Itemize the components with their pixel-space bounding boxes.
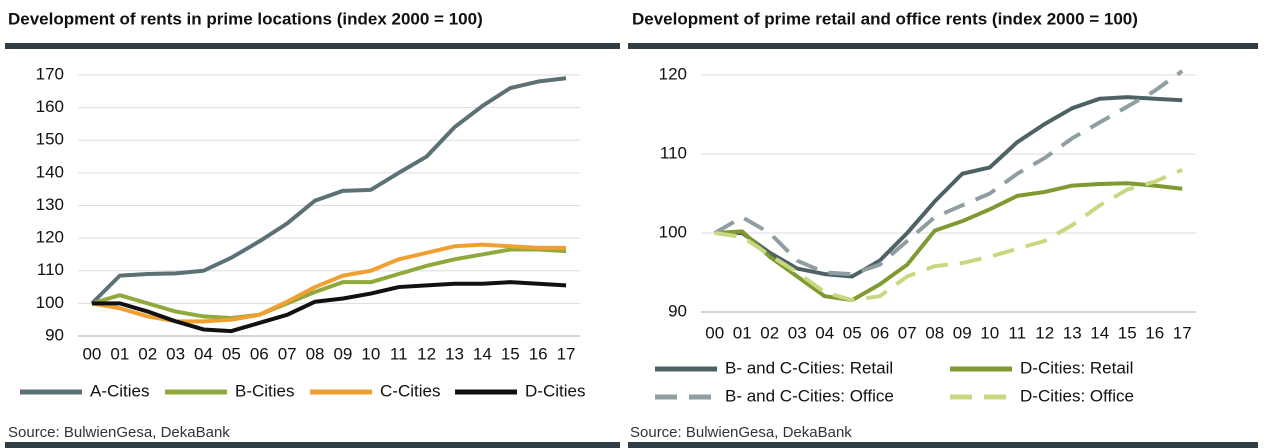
x-tick-label: 14 <box>1090 323 1109 342</box>
source: Source: BulwienGesa, DekaBank <box>8 424 230 441</box>
x-tick-label: 05 <box>843 323 862 342</box>
y-tick-label: 100 <box>659 222 687 241</box>
legend-label: D-Cities: Retail <box>1020 358 1133 377</box>
data-line <box>91 280 567 334</box>
legend-label: C-Cities <box>380 381 440 400</box>
x-tick-label: 07 <box>898 323 917 342</box>
x-tick-label: 06 <box>250 344 269 363</box>
y-tick-label: 160 <box>36 97 64 116</box>
source: Source: BulwienGesa, DekaBank <box>630 424 852 441</box>
x-tick-label: 00 <box>82 344 101 363</box>
legend-label: D-Cities <box>525 381 585 400</box>
x-tick-label: 16 <box>529 344 548 363</box>
x-tick-label: 06 <box>870 323 889 342</box>
legend-label: D-Cities: Office <box>1020 386 1134 405</box>
x-tick-label: 16 <box>1145 323 1164 342</box>
data-line <box>714 181 1183 303</box>
x-tick-label: 04 <box>194 344 213 363</box>
x-tick-label: 02 <box>138 344 157 363</box>
bottom-rule <box>628 442 1258 448</box>
legend-label: A-Cities <box>90 381 150 400</box>
x-tick-label: 15 <box>501 344 520 363</box>
y-tick-label: 130 <box>36 195 64 214</box>
x-tick-label: 08 <box>306 344 325 363</box>
legend-label: B- and C-Cities: Office <box>725 386 894 405</box>
x-tick-label: 13 <box>1063 323 1082 342</box>
bottom-rule <box>5 442 620 448</box>
x-tick-label: 01 <box>110 344 129 363</box>
data-line <box>91 247 567 321</box>
x-tick-label: 17 <box>557 344 576 363</box>
y-tick-label: 170 <box>36 64 64 83</box>
y-tick-label: 110 <box>37 260 64 279</box>
y-tick-label: 150 <box>36 130 64 149</box>
x-tick-label: 17 <box>1173 323 1192 342</box>
x-tick-label: 12 <box>417 344 436 363</box>
x-tick-label: 03 <box>166 344 185 363</box>
title-rule <box>5 43 620 49</box>
x-tick-label: 08 <box>925 323 944 342</box>
y-tick-label: 110 <box>660 143 687 162</box>
x-tick-label: 02 <box>760 323 779 342</box>
y-tick-label: 120 <box>36 228 64 247</box>
title-rule <box>628 43 1258 49</box>
x-tick-label: 01 <box>733 323 752 342</box>
y-tick-label: 120 <box>659 64 687 83</box>
x-tick-label: 04 <box>815 323 834 342</box>
x-tick-label: 03 <box>788 323 807 342</box>
data-line <box>714 167 1184 303</box>
data-line <box>713 69 1184 277</box>
legend-label: B-Cities <box>235 381 295 400</box>
x-tick-label: 11 <box>390 344 408 363</box>
x-tick-label: 00 <box>705 323 724 342</box>
y-tick-label: 140 <box>36 162 64 181</box>
x-tick-label: 10 <box>980 323 999 342</box>
x-tick-label: 11 <box>1008 323 1026 342</box>
chart-title: Development of prime retail and office r… <box>632 9 1138 28</box>
legend-label: B- and C-Cities: Retail <box>725 358 893 377</box>
x-tick-label: 09 <box>953 323 972 342</box>
x-tick-label: 10 <box>361 344 380 363</box>
y-tick-label: 100 <box>36 293 64 312</box>
chart-title: Development of rents in prime locations … <box>8 9 483 28</box>
x-tick-label: 14 <box>473 344 492 363</box>
x-tick-label: 12 <box>1035 323 1054 342</box>
data-line <box>714 95 1183 279</box>
y-tick-label: 90 <box>45 325 64 344</box>
data-line <box>90 76 567 305</box>
x-tick-label: 07 <box>278 344 297 363</box>
x-tick-label: 13 <box>445 344 464 363</box>
x-tick-label: 05 <box>222 344 241 363</box>
x-tick-label: 09 <box>333 344 352 363</box>
x-tick-label: 15 <box>1118 323 1137 342</box>
y-tick-label: 90 <box>668 301 687 320</box>
